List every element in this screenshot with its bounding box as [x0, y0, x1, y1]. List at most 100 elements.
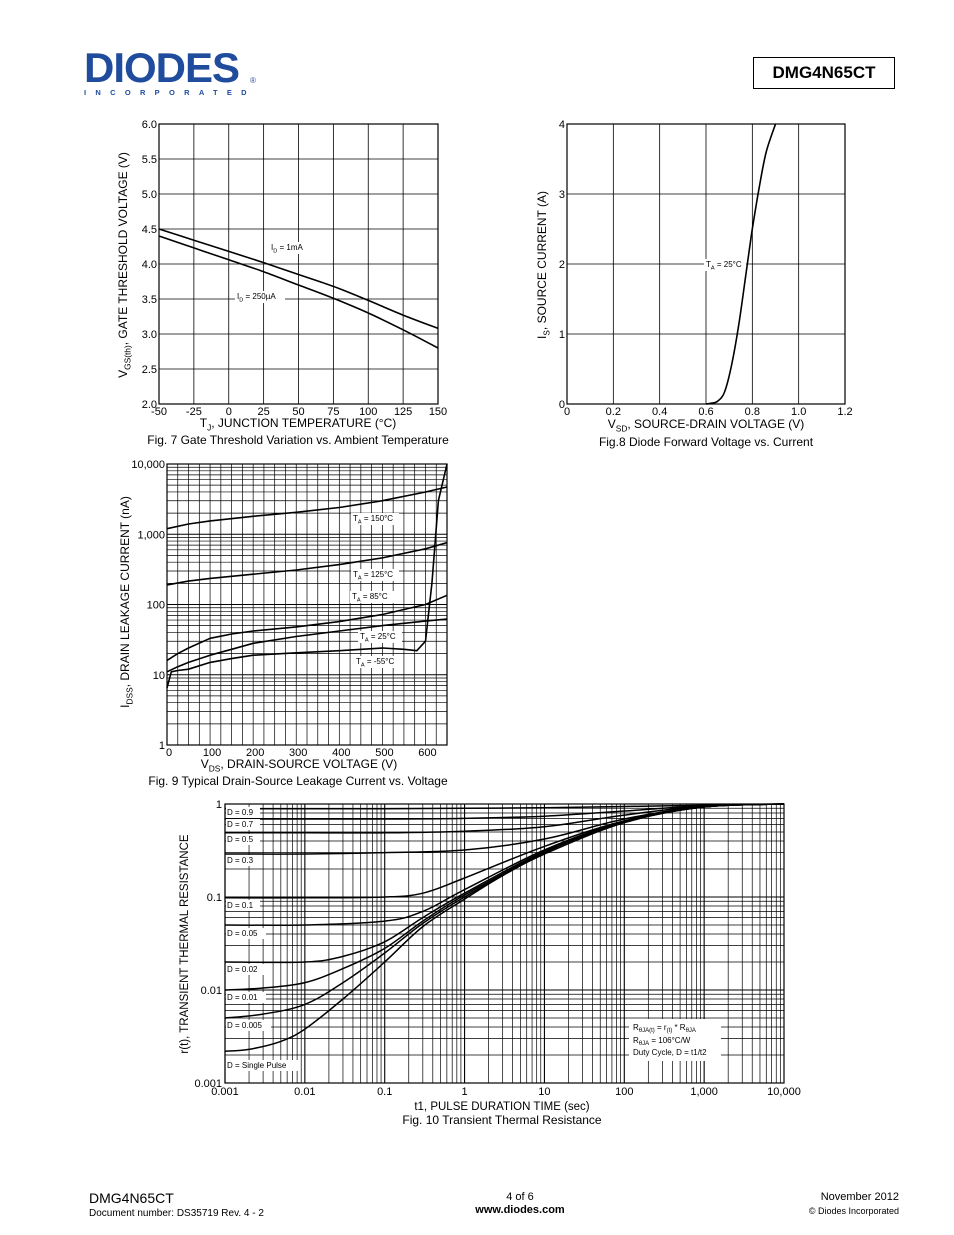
footer-url[interactable]: www.diodes.com — [475, 1204, 565, 1216]
fig7-frame — [158, 123, 439, 405]
fig10-series-label-8: D = 0.005 — [227, 1021, 262, 1030]
footer-part: DMG4N65CT — [89, 1190, 174, 1206]
fig7-series-label-1ma: ID = 1mA — [271, 243, 304, 254]
fig10-annotation-line1: RθJA(t) = r(t) * RθJA — [633, 1023, 696, 1034]
fig10-annotation-line2: RθJA = 106°C/W — [633, 1036, 691, 1047]
fig9-series-label-1: TA = 125°C — [353, 570, 393, 581]
fig8-x-axis-label: VSD, SOURCE-DRAIN VOLTAGE (V) — [608, 417, 805, 434]
logo-wordmark: DIODES — [84, 44, 240, 91]
part-number-box: DMG4N65CT — [753, 57, 895, 89]
fig9-caption: Fig. 9 Typical Drain-Source Leakage Curr… — [148, 774, 448, 788]
fig8-y-tick: 4 — [559, 119, 565, 131]
fig10-frame — [224, 803, 785, 1084]
fig10-x-tick: 0.1 — [377, 1086, 392, 1098]
fig9-leakage-current-chart: 0 100 200 300 400 500 600 1 10 100 1,000 10,000 TA =… — [118, 459, 448, 788]
fig9-series-label-4-bg — [354, 656, 400, 668]
fig9-y-tick: 1,000 — [137, 529, 165, 541]
fig9-series-label-2-bg — [350, 591, 394, 603]
fig9-series-label-4: TA = -55°C — [356, 657, 395, 668]
fig8-y-tick: 0 — [559, 399, 565, 411]
fig9-series-label-0: TA = 150°C — [353, 514, 393, 525]
fig9-x-tick: 100 — [203, 747, 221, 759]
fig7-y-axis-label: VGS(th), GATE THRESHOLD VOLTAGE (V) — [116, 152, 133, 378]
fig9-series-line-2 — [166, 594, 448, 662]
fig10-series-label-0: D = 0.9 — [227, 808, 254, 817]
fig10-x-tick: 10,000 — [767, 1086, 801, 1098]
registered-mark: ® — [250, 76, 256, 85]
fig9-x-tick: 0 — [166, 747, 172, 759]
fig7-y-tick: 4.5 — [142, 224, 157, 236]
fig7-x-tick: 125 — [394, 406, 412, 418]
fig10-thermal-resistance-chart: 0.001 0.01 0.1 1 10 100 1,000 10,000 0.001 0.01 0.… — [179, 799, 801, 1127]
fig8-series-label-25c: TA = 25°C — [706, 260, 742, 271]
fig10-series-label-bg — [226, 964, 266, 975]
fig8-x-tick: 0 — [564, 406, 570, 418]
fig9-x-axis-label: VDS, DRAIN-SOURCE VOLTAGE (V) — [201, 757, 398, 774]
fig8-x-tick: 0.6 — [698, 406, 713, 418]
fig10-series-label-5: D = 0.05 — [227, 929, 258, 938]
fig9-x-tick: 300 — [289, 747, 307, 759]
fig7-series-label-250ua-bg — [235, 291, 285, 303]
fig9-series-line-4 — [166, 463, 448, 689]
fig7-gate-threshold-chart: -50 -25 0 25 50 75 100 125 150 2.0 2.5 3.0 3.5 4.0 4.5… — [116, 119, 449, 447]
fig10-y-tick: 0.1 — [207, 892, 222, 904]
footer-copyright: © Diodes Incorporated — [808, 1206, 899, 1216]
fig10-x-tick: 1 — [462, 1086, 468, 1098]
fig10-series-label-2: D = 0.5 — [227, 835, 254, 844]
fig7-series-label-250ua: ID = 250µA — [237, 292, 276, 303]
fig9-series-label-3-bg — [358, 631, 402, 643]
fig7-y-tick: 2.5 — [142, 364, 157, 376]
fig9-x-tick: 400 — [332, 747, 350, 759]
fig9-x-tick: 600 — [418, 747, 436, 759]
fig9-y-tick: 10,000 — [131, 459, 165, 471]
fig10-y-tick: 0.001 — [194, 1078, 222, 1090]
fig8-y-axis-label: IS, SOURCE CURRENT (A) — [535, 191, 552, 339]
fig8-x-tick: 0.4 — [652, 406, 667, 418]
footer-date: November 2012 — [820, 1191, 899, 1203]
fig7-series-line-1 — [158, 235, 439, 349]
fig10-series-label-7: D = 0.01 — [227, 993, 258, 1002]
fig7-y-tick: 4.0 — [142, 259, 157, 271]
fig9-y-tick: 1 — [159, 740, 165, 752]
fig10-series-label-bg — [226, 928, 266, 939]
fig9-series-label-3: TA = 25°C — [360, 632, 396, 643]
fig10-series-label-bg — [226, 855, 260, 866]
fig7-y-tick: 3.0 — [142, 329, 157, 341]
logo-subtitle: INCORPORATED — [84, 88, 256, 97]
fig10-caption: Fig. 10 Transient Thermal Resistance — [402, 1113, 602, 1127]
fig9-series-label-2: TA = 85°C — [352, 592, 388, 603]
fig8-series-line — [705, 123, 777, 405]
fig8-x-tick: 0.2 — [606, 406, 621, 418]
fig7-y-tick: 3.5 — [142, 294, 157, 306]
footer-doc-number: Document number: DS35719 Rev. 4 - 2 — [89, 1208, 264, 1219]
fig7-x-tick: 100 — [359, 406, 377, 418]
fig10-series-label-bg — [226, 900, 260, 911]
fig9-series-label-0-bg — [351, 513, 399, 525]
fig10-series-label-bg — [226, 1060, 300, 1071]
fig10-y-tick: 0.01 — [201, 985, 222, 997]
fig10-x-tick: 0.01 — [294, 1086, 315, 1098]
fig9-series-label-1-bg — [351, 569, 399, 581]
fig8-diode-forward-chart: 0 0.2 0.4 0.6 0.8 1.0 1.2 0 1 2 3 4 TA = 25°C VSD, SO… — [535, 119, 853, 449]
fig9-y-tick: 100 — [147, 600, 165, 612]
fig9-series-line-1 — [166, 541, 448, 586]
fig9-x-tick: 500 — [375, 747, 393, 759]
footer-page: 4 of 6 — [506, 1191, 534, 1203]
fig7-caption: Fig. 7 Gate Threshold Variation vs. Ambi… — [147, 433, 449, 447]
fig7-x-tick: 50 — [292, 406, 304, 418]
fig10-series-label-9: D = Single Pulse — [227, 1061, 287, 1070]
fig10-x-tick: 0.001 — [211, 1086, 239, 1098]
fig10-x-axis-label: t1, PULSE DURATION TIME (sec) — [414, 1101, 589, 1113]
fig10-series-label-1: D = 0.7 — [227, 820, 254, 829]
fig10-x-tick: 100 — [615, 1086, 633, 1098]
fig9-x-tick: 200 — [246, 747, 264, 759]
fig8-y-tick: 2 — [559, 259, 565, 271]
fig7-y-tick: 5.0 — [142, 189, 157, 201]
fig10-series-label-3: D = 0.3 — [227, 856, 254, 865]
fig10-annotation-line3: Duty Cycle, D = t1/t2 — [633, 1048, 707, 1057]
fig9-series-line-0 — [166, 486, 448, 530]
fig7-x-tick: 0 — [226, 406, 232, 418]
fig10-y-axis-label: r(t), TRANSIENT THERMAL RESISTANCE — [179, 834, 191, 1053]
fig8-x-tick: 1.2 — [837, 406, 852, 418]
fig8-y-tick: 1 — [559, 329, 565, 341]
